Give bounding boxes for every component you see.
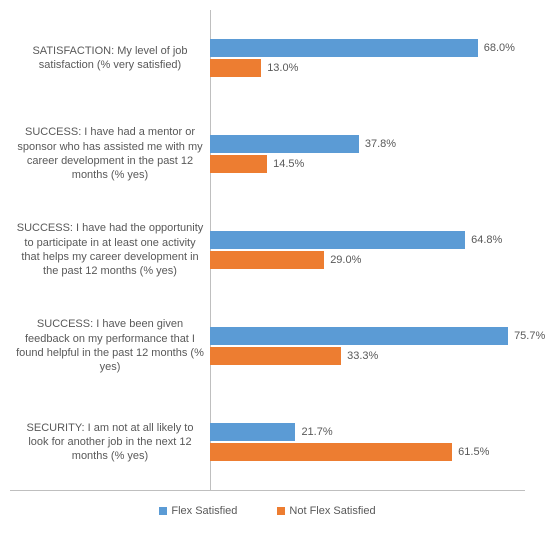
chart-legend: Flex Satisfied Not Flex Satisfied bbox=[10, 505, 525, 517]
legend-item: Not Flex Satisfied bbox=[277, 505, 375, 517]
bar-value-label: 61.5% bbox=[458, 446, 489, 458]
chart-category: SUCCESS: I have been given feedback on m… bbox=[10, 298, 525, 394]
bar: 14.5% bbox=[210, 155, 267, 173]
bar-value-label: 21.7% bbox=[301, 426, 332, 438]
bar-value-label: 33.3% bbox=[347, 350, 378, 362]
legend-label: Flex Satisfied bbox=[171, 505, 237, 517]
bar: 29.0% bbox=[210, 251, 324, 269]
bar: 61.5% bbox=[210, 443, 452, 461]
grouped-horizontal-bar-chart: SATISFACTION: My level of job satisfacti… bbox=[0, 0, 545, 527]
bars-group: 68.0% 13.0% bbox=[210, 10, 525, 106]
category-label: SUCCESS: I have had the opportunity to p… bbox=[10, 202, 210, 298]
legend-label: Not Flex Satisfied bbox=[289, 505, 375, 517]
bar-value-label: 37.8% bbox=[365, 138, 396, 150]
category-label: SUCCESS: I have been given feedback on m… bbox=[10, 298, 210, 394]
bars-group: 37.8% 14.5% bbox=[210, 106, 525, 202]
chart-category: SUCCESS: I have had the opportunity to p… bbox=[10, 202, 525, 298]
bar: 75.7% bbox=[210, 327, 508, 345]
bar-value-label: 14.5% bbox=[273, 158, 304, 170]
bars-group: 64.8% 29.0% bbox=[210, 202, 525, 298]
bar-value-label: 13.0% bbox=[267, 62, 298, 74]
bar-value-label: 75.7% bbox=[514, 330, 545, 342]
bar: 13.0% bbox=[210, 59, 261, 77]
bar-value-label: 29.0% bbox=[330, 254, 361, 266]
legend-item: Flex Satisfied bbox=[159, 505, 237, 517]
bar: 37.8% bbox=[210, 135, 359, 153]
bar: 68.0% bbox=[210, 39, 478, 57]
legend-swatch bbox=[277, 507, 285, 515]
plot-area: SATISFACTION: My level of job satisfacti… bbox=[10, 10, 525, 491]
chart-category: SATISFACTION: My level of job satisfacti… bbox=[10, 10, 525, 106]
chart-category: SUCCESS: I have had a mentor or sponsor … bbox=[10, 106, 525, 202]
bar: 33.3% bbox=[210, 347, 341, 365]
category-label: SECURITY: I am not at all likely to look… bbox=[10, 394, 210, 490]
bar-value-label: 68.0% bbox=[484, 42, 515, 54]
category-label: SUCCESS: I have had a mentor or sponsor … bbox=[10, 106, 210, 202]
bar-value-label: 64.8% bbox=[471, 234, 502, 246]
bars-group: 21.7% 61.5% bbox=[210, 394, 525, 490]
chart-category: SECURITY: I am not at all likely to look… bbox=[10, 394, 525, 490]
bars-group: 75.7% 33.3% bbox=[210, 298, 525, 394]
bar: 64.8% bbox=[210, 231, 465, 249]
category-label: SATISFACTION: My level of job satisfacti… bbox=[10, 10, 210, 106]
bar: 21.7% bbox=[210, 423, 295, 441]
legend-swatch bbox=[159, 507, 167, 515]
